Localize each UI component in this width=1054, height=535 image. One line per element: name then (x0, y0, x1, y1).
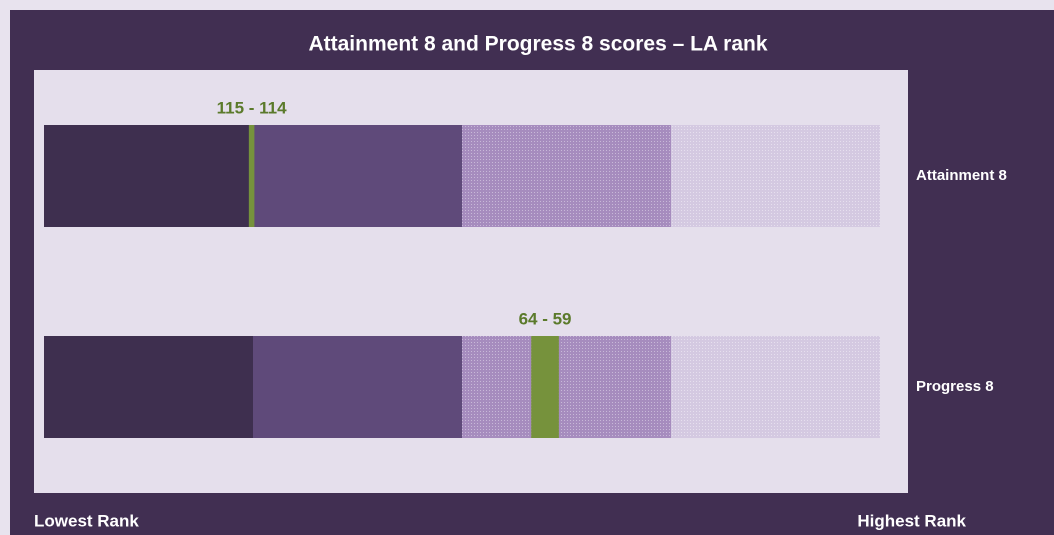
quartile-band (462, 125, 671, 227)
quartile-band (44, 336, 253, 438)
quartile-band (253, 125, 462, 227)
quartile-band (462, 336, 671, 438)
quartile-band (253, 336, 462, 438)
rank-marker (248, 125, 255, 227)
chart-title: Attainment 8 and Progress 8 scores – LA … (308, 33, 767, 56)
row-label: Attainment 8 (916, 167, 1007, 184)
rank-label: 64 - 59 (519, 309, 572, 328)
x-start-label: Lowest Rank (34, 511, 139, 530)
x-end-label: Highest Rank (857, 511, 966, 530)
rank-label: 115 - 114 (217, 98, 288, 117)
quartile-band (44, 125, 253, 227)
rank-marker (531, 336, 559, 438)
row-label: Progress 8 (916, 378, 994, 395)
quartile-band (671, 125, 880, 227)
quartile-band (671, 336, 880, 438)
